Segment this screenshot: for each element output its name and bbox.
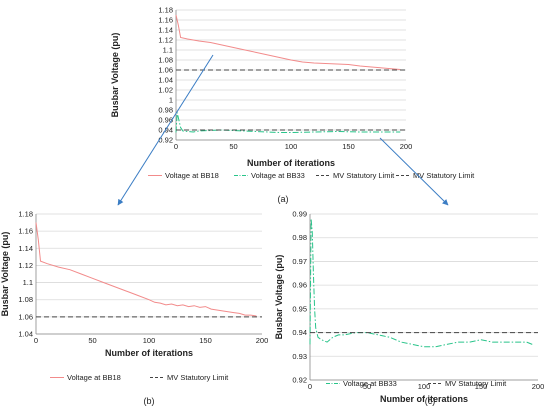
y-tick-label: 1.18 [18,210,33,219]
x-tick-label: 200 [256,336,269,345]
y-tick-label: 0.95 [292,304,307,313]
y-tick-label: 1 [169,96,173,105]
y-tick-label: 0.98 [292,233,307,242]
chart-b: 1.04 1.06 1.08 1.1 1.12 1.14 1.16 1.18 0 50 100 150… [0,210,268,407]
y-tick-label: 0.92 [292,376,307,385]
y-tick-label: 0.94 [292,328,307,337]
x-axis-title: Number of iterations [105,348,193,358]
chart-c: 0.92 0.93 0.94 0.95 0.96 0.97 0.98 0.99 0 50 100 15… [274,210,544,407]
y-tick-label: 1.02 [158,86,173,95]
x-tick-label: 100 [418,382,431,391]
y-tick-label: 1.1 [23,278,33,287]
legend-label: Voltage at BB33 [343,379,397,388]
x-tick-label: 50 [88,336,96,345]
y-axis-title: Busbar Voltage (pu) [0,232,10,317]
x-tick-label: 100 [285,142,298,151]
x-tick-label: 50 [363,382,371,391]
x-tick-label: 50 [229,142,237,151]
y-tick-label: 1.06 [158,66,173,75]
x-tick-label: 0 [308,382,312,391]
x-tick-label: 0 [174,142,178,151]
series-line-bb33 [309,218,533,348]
y-axis-title: Busbar Voltage (pu) [274,255,284,340]
y-tick-label: 0.96 [292,281,307,290]
legend-label: MV Statutory Limit [333,171,395,180]
y-tick-label: 1.14 [158,26,173,35]
x-tick-label: 0 [34,336,38,345]
zoom-arrows [117,54,449,206]
y-tick-label: 0.92 [158,136,173,145]
y-tick-label: 1.06 [18,312,33,321]
series-line-bb33 [175,112,401,133]
y-tick-label: 1.08 [18,295,33,304]
y-tick-label: 0.98 [158,106,173,115]
y-tick-label: 0.97 [292,257,307,266]
legend-label: MV Statutory Limit [167,373,229,382]
y-tick-label: 1.12 [18,261,33,270]
y-tick-label: 1.04 [158,76,173,85]
panel-caption: (c) [425,396,436,406]
y-tick-label: 0.99 [292,210,307,219]
x-axis-title: Number of iterations [247,158,335,168]
x-tick-label: 100 [143,336,156,345]
x-tick-label: 150 [342,142,355,151]
y-tick-label: 1.14 [18,244,33,253]
x-tick-label: 150 [475,382,488,391]
x-axis-title: Number of iterations [380,394,468,404]
y-tick-label: 1.18 [158,6,173,15]
zoom-arrow-upper-to-b [117,54,214,206]
y-tick-label: 1.16 [18,227,33,236]
series-line-bb18 [35,222,257,317]
panel-caption: (a) [278,194,289,204]
legend-label: MV Statutory Limit [445,379,507,388]
legend-label: MV Statutory Limit [413,171,475,180]
y-tick-label: 1.08 [158,56,173,65]
y-tick-label: 1.16 [158,16,173,25]
legend-label: Voltage at BB18 [165,171,219,180]
x-tick-label: 150 [199,336,212,345]
y-tick-label: 0.96 [158,116,173,125]
legend-label: Voltage at BB18 [67,373,121,382]
series-line-bb18 [175,14,401,70]
y-tick-label: 1.1 [163,46,173,55]
legend-label: Voltage at BB33 [251,171,305,180]
panel-caption: (b) [144,396,155,406]
y-tick-label: 1.04 [18,330,33,339]
y-axis-title: Busbar Voltage (pu) [110,33,120,118]
zoom-arrow-lower-to-c [379,137,449,206]
y-tick-label: 0.93 [292,352,307,361]
chart-a: 0.920.940.960.9811.021.041.061.081.11.12… [110,6,475,205]
x-tick-label: 200 [532,382,545,391]
y-tick-label: 1.12 [158,36,173,45]
x-tick-label: 200 [400,142,413,151]
